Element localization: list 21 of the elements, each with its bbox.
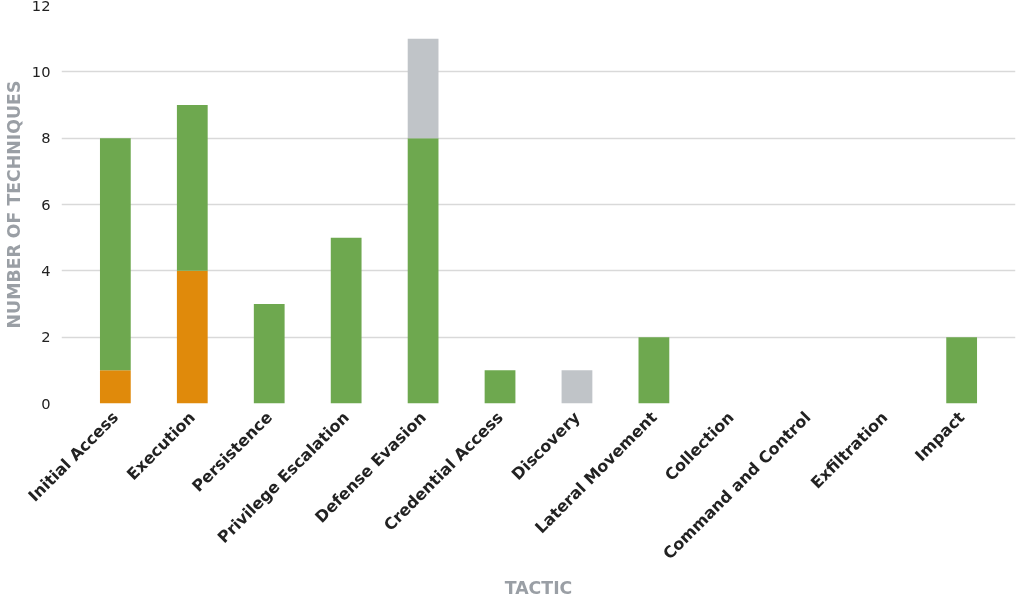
y-tick-label: 10 <box>31 62 51 80</box>
bar <box>99 138 131 371</box>
y-axis-title: NUMBER OF TECHNIQUES <box>3 80 24 329</box>
y-tick-label: 2 <box>41 328 51 346</box>
y-tick-label: 6 <box>41 195 51 213</box>
bar <box>484 370 516 404</box>
y-tick-label: 8 <box>41 129 51 147</box>
y-tick-label: 4 <box>41 261 51 279</box>
bar <box>638 337 670 404</box>
bar <box>176 105 208 271</box>
bar <box>330 237 362 404</box>
bar <box>253 304 285 404</box>
x-axis-title: TACTIC <box>504 577 573 598</box>
y-tick-label: 12 <box>31 0 51 14</box>
bar <box>176 270 208 404</box>
bar <box>407 138 439 404</box>
bar <box>561 370 593 404</box>
bar <box>407 38 439 139</box>
bar <box>946 337 978 404</box>
y-tick-label: 0 <box>41 394 51 412</box>
bar <box>99 370 131 404</box>
